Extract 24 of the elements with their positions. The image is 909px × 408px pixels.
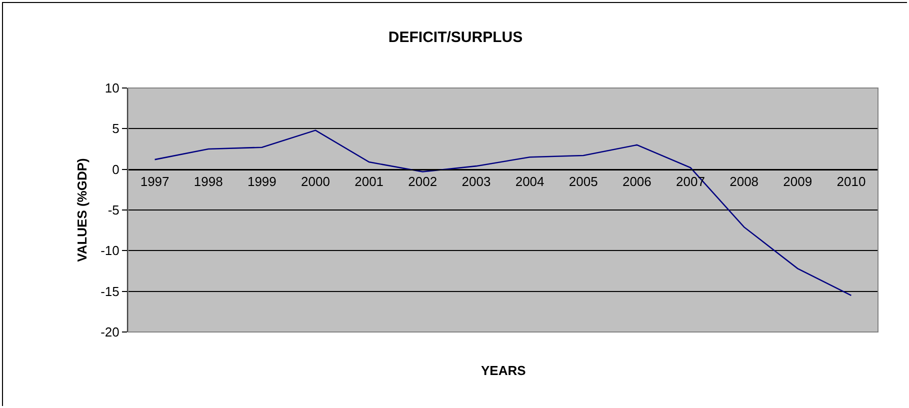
x-tick-label: 1998 bbox=[194, 174, 223, 189]
y-tick-label: -20 bbox=[100, 324, 120, 340]
x-tick-label: 2002 bbox=[408, 174, 438, 189]
x-tick-label: 2010 bbox=[836, 174, 866, 189]
y-tick-label: -10 bbox=[100, 243, 120, 258]
x-tick-label: 2006 bbox=[622, 174, 652, 189]
chart-title: DEFICIT/SURPLUS bbox=[388, 28, 523, 46]
x-tick-label: 1999 bbox=[247, 174, 276, 189]
y-tick-label: 10 bbox=[104, 80, 120, 96]
x-tick-label: 2009 bbox=[783, 174, 812, 189]
x-tick-label: 2003 bbox=[462, 174, 491, 189]
x-tick-label: 2000 bbox=[301, 174, 330, 189]
y-axis-title: VALUES (%GDP) bbox=[74, 158, 90, 262]
y-tick-label: 5 bbox=[112, 121, 120, 136]
y-tick-label: -15 bbox=[100, 284, 120, 299]
y-tick-label: -5 bbox=[108, 202, 120, 218]
x-axis-title: YEARS bbox=[481, 363, 526, 378]
x-tick-label: 2004 bbox=[515, 174, 544, 189]
x-tick-label: 2005 bbox=[568, 174, 598, 189]
x-tick-label: 1997 bbox=[140, 174, 170, 189]
x-tick-label: 2008 bbox=[730, 174, 759, 189]
x-tick-label: 2007 bbox=[676, 174, 705, 189]
y-tick-label: 0 bbox=[112, 162, 120, 177]
x-tick-label: 2001 bbox=[354, 174, 384, 189]
